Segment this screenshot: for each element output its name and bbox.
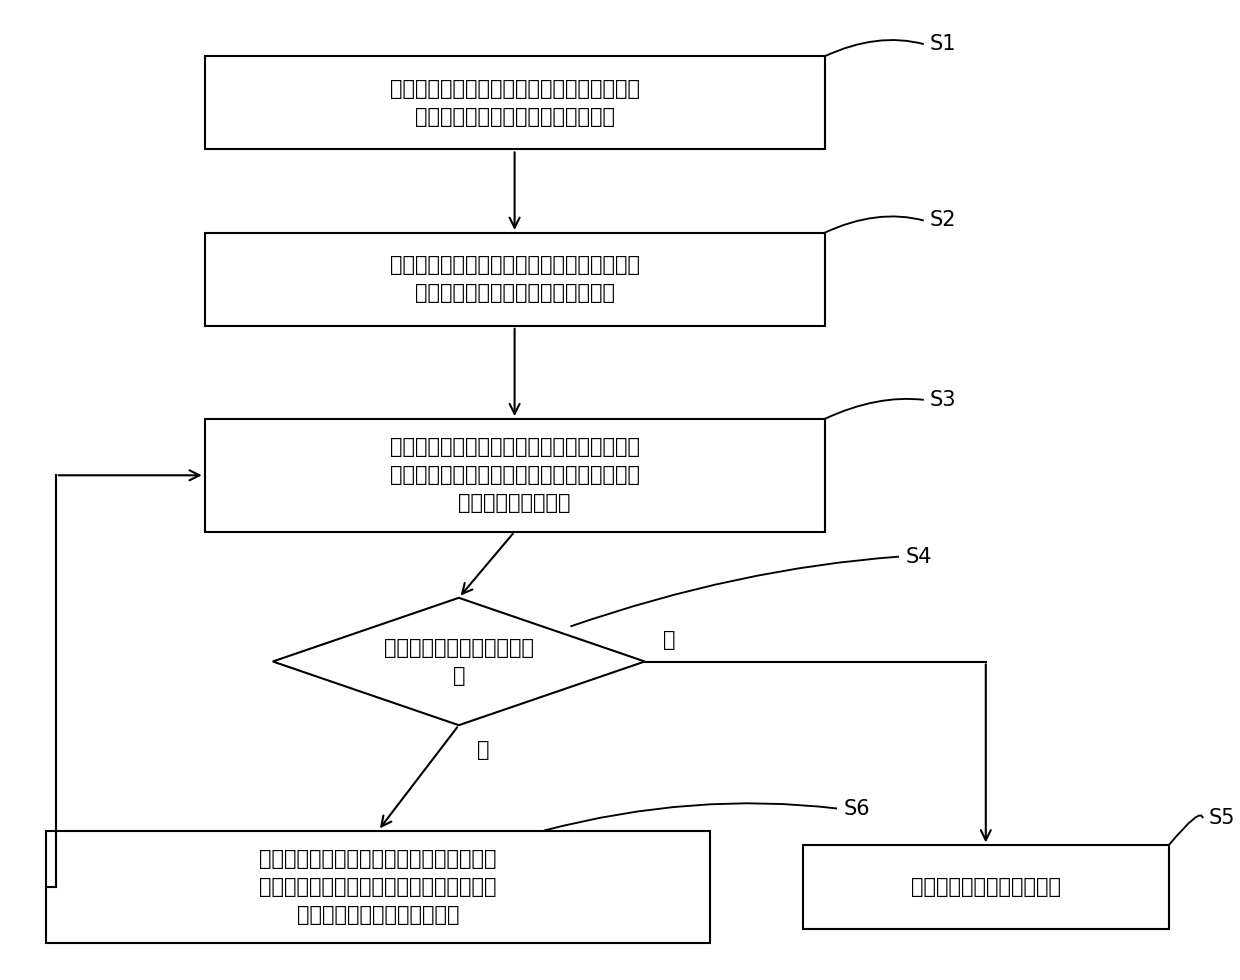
Text: S2: S2 <box>930 211 956 230</box>
Bar <box>205 419 825 531</box>
Text: S1: S1 <box>930 34 956 54</box>
Bar <box>46 831 711 943</box>
Text: S3: S3 <box>930 390 956 410</box>
Text: S5: S5 <box>1209 808 1235 828</box>
Bar <box>804 845 1169 929</box>
Text: S6: S6 <box>843 799 869 818</box>
Text: 根据原始的训练数据集构建一个与机械设备的
当前状态相对应的高斯过程回归模型: 根据原始的训练数据集构建一个与机械设备的 当前状态相对应的高斯过程回归模型 <box>389 256 640 303</box>
Bar <box>205 232 825 325</box>
Text: 获取机械设备的历史数据和当前数据，形成高
斯过程回归模型的原始的训练数据集: 获取机械设备的历史数据和当前数据，形成高 斯过程回归模型的原始的训练数据集 <box>389 79 640 126</box>
Polygon shape <box>273 598 645 725</box>
Text: 判断预测值是否超过设定阈
值: 判断预测值是否超过设定阈 值 <box>384 638 533 685</box>
Text: 否: 否 <box>477 740 490 760</box>
Text: 计算得到当前剩余使用寿命: 计算得到当前剩余使用寿命 <box>911 877 1060 897</box>
Bar <box>205 56 825 149</box>
Text: 是: 是 <box>663 630 676 650</box>
Text: 根据获得的高斯过程回归模型对表征机械设备
运行状态的特征值进行预测，得到与剩余使用
寿命相对应的预测值: 根据获得的高斯过程回归模型对表征机械设备 运行状态的特征值进行预测，得到与剩余使… <box>389 437 640 514</box>
Text: S4: S4 <box>905 547 931 566</box>
Text: 将获得的预测值纳入训练数据集内形成新的
训练数据集并根据新的训练数据集优化或重
新生成新的高斯过程回归模型: 将获得的预测值纳入训练数据集内形成新的 训练数据集并根据新的训练数据集优化或重 … <box>259 849 497 925</box>
